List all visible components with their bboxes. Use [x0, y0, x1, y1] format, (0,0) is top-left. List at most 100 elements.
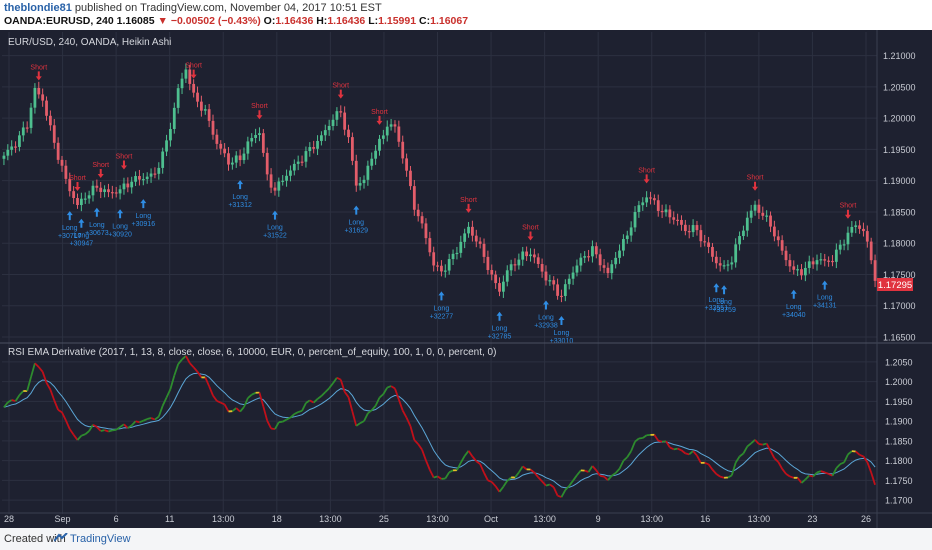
long-signal-arrow-icon [140, 199, 147, 209]
rsi-line-segment [363, 412, 369, 422]
rsi-y-tick-label: 1.1900 [885, 417, 913, 427]
candle-body [823, 259, 827, 261]
rsi-line-segment [374, 397, 381, 407]
short-signal-arrow-icon [256, 110, 263, 120]
candle-body [141, 179, 145, 181]
rsi-line-segment [223, 403, 230, 412]
low-label: L: [368, 15, 379, 27]
candle-body [633, 212, 637, 228]
main-y-tick-label: 1.20000 [883, 114, 916, 124]
rsi-line-segment [812, 471, 818, 478]
rsi-line-segment [359, 420, 365, 424]
candle-body [463, 233, 467, 242]
candle-body [64, 165, 68, 179]
rsi-line-segment [707, 463, 714, 471]
candle-body [687, 231, 691, 233]
x-tick-label: 25 [379, 514, 389, 524]
published-text: published on TradingView.com, November 0… [71, 2, 382, 14]
candle-body [873, 260, 877, 281]
low-value: 1.15991 [378, 15, 417, 27]
rsi-line-segment [76, 435, 83, 441]
rsi-line-segment [595, 469, 601, 477]
short-signal-arrow-icon [643, 174, 650, 184]
rsi-line-segment [394, 388, 400, 400]
last-price-tag: 1.17295 [877, 278, 913, 291]
rsi-line-segment [549, 483, 555, 489]
tradingview-brand-link[interactable]: TradingView [70, 533, 131, 545]
main-y-tick-label: 1.16500 [883, 333, 916, 343]
candle-body [339, 111, 343, 113]
rsi-line-segment [448, 469, 454, 474]
rsi-line-segment [781, 468, 787, 475]
candle-body [227, 153, 230, 165]
rsi-line-segment [425, 460, 431, 471]
rsi-line-segment [611, 472, 617, 477]
candle-body [246, 141, 250, 154]
x-tick-label: Oct [484, 514, 499, 524]
long-signal-arrow-icon [790, 289, 797, 299]
candle-body [680, 219, 683, 225]
candle-body [176, 88, 180, 108]
rsi-line-segment [320, 391, 326, 397]
short-signal-label: Short [69, 175, 86, 182]
candle-body [513, 264, 517, 266]
rsi-line-segment [719, 475, 725, 479]
candle-body [792, 266, 796, 270]
candle-body [850, 226, 854, 233]
rsi-line-segment [351, 411, 358, 427]
x-tick-label: 13:00 [426, 514, 449, 524]
long-signal-label: Long [232, 194, 248, 201]
rsi-line-segment [371, 405, 377, 411]
chart-svg[interactable]: ShortShortLong+30717Long+30947Long+30673… [0, 30, 932, 528]
candle-body [610, 264, 614, 274]
candle-body [532, 254, 536, 258]
long-signal-trade: +34131 [813, 303, 837, 310]
rsi-line-segment [870, 472, 876, 486]
rsi-line-segment [343, 391, 350, 398]
candle-body [385, 126, 389, 136]
candle-body [350, 137, 354, 161]
candle-body [842, 244, 846, 246]
short-signal-label: Short [30, 64, 47, 71]
chart-area[interactable]: Short Short Long +30717 Long +30947 Long +30673… [0, 30, 932, 528]
candle-body [664, 209, 668, 213]
rsi-line-segment [123, 423, 129, 429]
candle-body [563, 284, 567, 296]
candle-body [738, 236, 741, 245]
rsi-line-segment [456, 462, 462, 471]
candle-body [525, 251, 529, 257]
footer: Created with TradingView [0, 528, 932, 550]
author-link[interactable]: theblondie81 [4, 2, 72, 14]
candle-body [370, 158, 374, 166]
rsi-line-segment [53, 400, 59, 411]
rsi-line-segment [157, 405, 164, 417]
main-pane-title: EUR/USD, 240, OANDA, Heikin Ashi [8, 37, 171, 48]
long-signal-arrow-icon [542, 300, 549, 310]
candle-body [366, 165, 370, 180]
candle-body [683, 224, 687, 232]
rsi-line-segment [545, 483, 551, 487]
long-signal-arrow-icon [93, 207, 100, 217]
candle-body [436, 265, 439, 267]
candle-body [312, 147, 316, 149]
short-signal-label: Short [332, 83, 349, 90]
long-signal-label: Long [554, 330, 570, 337]
rsi-line-segment [591, 465, 597, 471]
rsi-line-segment [154, 415, 160, 421]
ohlc-line: OANDA:EURUSD, 240 1.16085 ▼ −0.00502 (−0… [4, 15, 468, 27]
rsi-line-segment [522, 465, 528, 471]
candle-body [521, 251, 525, 260]
long-signal-label: Long [267, 225, 283, 232]
candle-body [761, 212, 765, 216]
rsi-line-segment [231, 407, 237, 412]
candle-body [447, 259, 451, 271]
close-label: C: [419, 15, 431, 27]
rsi-pane-title: RSI EMA Derivative (2017, 1, 13, 8, clos… [8, 347, 496, 358]
rsi-line-segment [600, 475, 605, 478]
tradingview-logo-icon [54, 533, 68, 542]
rsi-y-tick-label: 1.2050 [885, 357, 913, 367]
short-signal-label: Short [460, 197, 477, 204]
candle-body [819, 259, 823, 261]
rsi-line-segment [100, 429, 105, 432]
rsi-line-segment [584, 469, 589, 473]
